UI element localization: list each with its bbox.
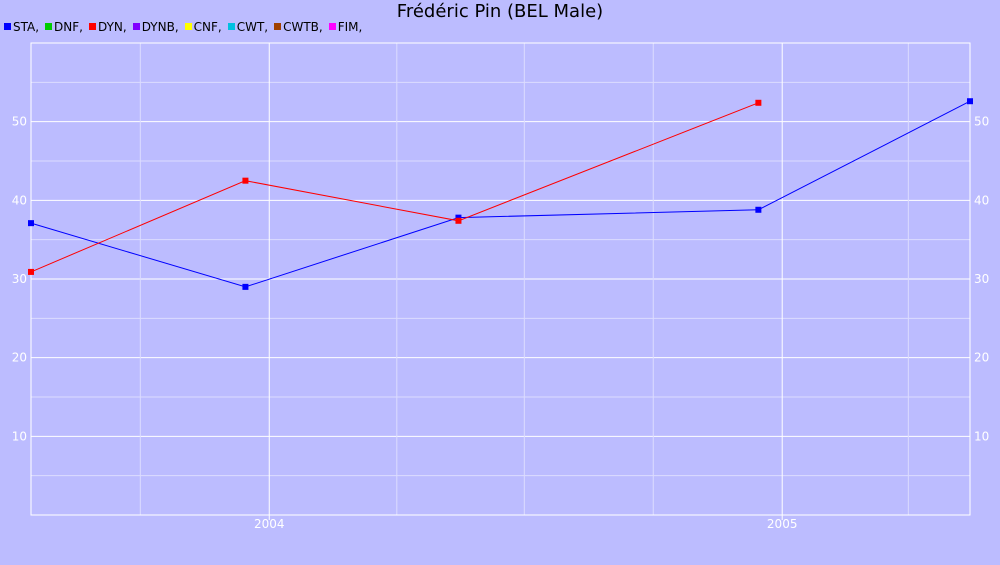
legend-label: CWTB, — [283, 20, 323, 34]
series-line-dyn — [30, 102, 759, 273]
x-tick-label: 2005 — [767, 517, 798, 531]
legend-swatch — [274, 23, 282, 30]
data-point-dyn — [242, 177, 249, 184]
data-point-dyn — [28, 268, 34, 275]
y-tick-label-right: 10 — [974, 429, 989, 443]
y-tick-label-left: 30 — [12, 272, 27, 286]
data-point-sta — [455, 214, 462, 221]
legend-label: DNF, — [54, 20, 83, 34]
legend-swatch — [328, 23, 336, 30]
legend-swatch — [184, 23, 192, 30]
legend-item-cwtb: CWTB, — [274, 20, 323, 34]
plot-border — [30, 42, 971, 516]
data-point-sta — [967, 98, 973, 105]
legend-item-dyn: DYN, — [88, 20, 127, 34]
legend-swatch — [132, 23, 140, 30]
legend-label: CWT, — [236, 20, 269, 34]
y-tick-label-right: 50 — [974, 115, 989, 129]
legend-swatch — [45, 23, 53, 30]
legend: STA, DNF, DYN, DYNB, CNF, CWT, CWTB, FIM, — [4, 20, 368, 34]
legend-item-dnf: DNF, — [45, 20, 83, 34]
y-tick-label-left: 40 — [12, 193, 27, 207]
data-point-sta — [242, 283, 249, 290]
series-line-sta — [30, 100, 971, 288]
y-tick-label-right: 30 — [974, 272, 989, 286]
data-point-dyn — [755, 99, 762, 106]
legend-swatch — [88, 23, 96, 30]
data-point-sta — [755, 206, 762, 213]
legend-label: DYN, — [97, 20, 127, 34]
legend-label: FIM, — [337, 20, 363, 34]
y-tick-label-right: 20 — [974, 351, 989, 365]
y-tick-label-left: 20 — [12, 351, 27, 365]
data-point-sta — [28, 220, 34, 227]
legend-item-dynb: DYNB, — [132, 20, 179, 34]
legend-item-cwt: CWT, — [227, 20, 269, 34]
y-tick-label-left: 10 — [12, 429, 27, 443]
legend-label: STA, — [13, 20, 40, 34]
y-tick-label-left: 50 — [12, 115, 27, 129]
chart-title: Frédéric Pin (BEL Male) — [396, 1, 604, 22]
x-tick-label: 2004 — [254, 517, 285, 531]
legend-item-sta: STA, — [4, 20, 39, 34]
legend-swatch — [4, 23, 11, 30]
legend-label: CNF, — [193, 20, 222, 34]
y-tick-label-right: 40 — [974, 193, 989, 207]
legend-item-fim: FIM, — [328, 20, 363, 34]
legend-item-cnf: CNF, — [184, 20, 222, 34]
legend-label: DYNB, — [141, 20, 179, 34]
legend-swatch — [227, 23, 235, 30]
data-point-dyn — [455, 217, 462, 224]
